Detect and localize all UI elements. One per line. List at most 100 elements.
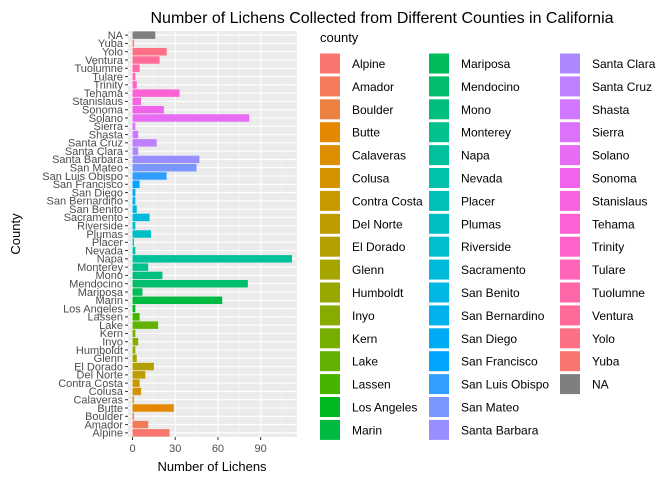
legend-label: Yuba bbox=[592, 355, 620, 369]
legend-swatch bbox=[560, 374, 580, 395]
legend-label: Santa Cruz bbox=[592, 80, 652, 94]
legend-swatch bbox=[429, 213, 449, 234]
bar bbox=[132, 31, 156, 39]
y-tick-label: Kern bbox=[100, 328, 123, 340]
legend-label: Kern bbox=[352, 332, 377, 346]
legend-label: Solano bbox=[592, 149, 630, 163]
legend-label: Ventura bbox=[592, 309, 634, 323]
y-tick-label: Sacramento bbox=[64, 212, 123, 224]
legend-label: San Mateo bbox=[461, 401, 519, 415]
legend-label: Riverside bbox=[461, 240, 511, 254]
legend-swatch bbox=[320, 53, 340, 74]
legend-swatch bbox=[429, 282, 449, 303]
bar bbox=[132, 47, 167, 56]
legend-label: Marin bbox=[352, 423, 382, 437]
legend-swatch bbox=[429, 76, 449, 97]
legend-swatch bbox=[560, 282, 580, 303]
bar bbox=[132, 346, 136, 354]
legend-label: San Bernardino bbox=[461, 309, 545, 323]
legend-label: Amador bbox=[352, 80, 394, 94]
y-tick-label: Humboldt bbox=[76, 345, 123, 357]
legend-item: Placer bbox=[429, 190, 495, 211]
legend-label: Tuolumne bbox=[592, 286, 645, 300]
legend-item: Tehama bbox=[560, 213, 635, 234]
legend-swatch bbox=[320, 259, 340, 280]
legend-item: Sacramento bbox=[429, 259, 526, 280]
legend-item: Solano bbox=[560, 145, 630, 166]
legend-swatch bbox=[429, 259, 449, 280]
bar bbox=[132, 304, 136, 313]
y-tick-label: Lake bbox=[99, 320, 123, 332]
bar bbox=[132, 238, 134, 247]
legend-label: San Diego bbox=[461, 332, 517, 346]
bar bbox=[132, 114, 250, 122]
legend-item: Nevada bbox=[429, 168, 503, 188]
legend-swatch bbox=[560, 351, 580, 372]
y-axis-title: County bbox=[8, 213, 23, 255]
legend-swatch bbox=[320, 236, 340, 257]
bar bbox=[132, 255, 292, 263]
legend-swatch bbox=[560, 122, 580, 143]
legend-item: Trinity bbox=[560, 236, 624, 257]
legend-swatch bbox=[560, 213, 580, 234]
legend-swatch bbox=[320, 328, 340, 349]
y-tick-label: Yolo bbox=[102, 47, 123, 59]
legend-item: NA bbox=[560, 374, 609, 395]
y-tick-label: Glenn bbox=[94, 353, 123, 365]
legend-label: Humboldt bbox=[352, 286, 404, 300]
legend-label: El Dorado bbox=[352, 240, 406, 254]
legend-swatch bbox=[320, 374, 340, 395]
bar bbox=[132, 122, 136, 131]
bar bbox=[132, 296, 223, 305]
bar bbox=[132, 279, 248, 288]
bar bbox=[132, 155, 200, 164]
bar bbox=[132, 429, 170, 437]
legend-label: Tehama bbox=[592, 217, 635, 231]
legend-label: Boulder bbox=[352, 103, 393, 117]
legend-item: Butte bbox=[320, 122, 380, 143]
legend-item: Tulare bbox=[560, 259, 626, 280]
chart-title: Number of Lichens Collected from Differe… bbox=[150, 10, 613, 27]
legend-swatch bbox=[429, 190, 449, 211]
legend-item: Contra Costa bbox=[320, 190, 423, 211]
bar bbox=[132, 81, 137, 89]
legend-swatch bbox=[320, 213, 340, 234]
legend-swatch bbox=[320, 145, 340, 166]
bar bbox=[132, 329, 136, 338]
legend-label: Yolo bbox=[592, 332, 615, 346]
y-tick-label: San Luis Obispo bbox=[42, 171, 123, 183]
legend-swatch bbox=[429, 328, 449, 349]
legend-item: Colusa bbox=[320, 168, 390, 188]
y-tick-label: Los Angeles bbox=[63, 303, 123, 315]
legend-label: Contra Costa bbox=[352, 194, 423, 208]
legend-swatch bbox=[320, 190, 340, 211]
y-tick-label: Boulder bbox=[85, 411, 123, 423]
legend-label: Mono bbox=[461, 103, 491, 117]
legend-label: Calaveras bbox=[352, 149, 406, 163]
legend-item: Ventura bbox=[560, 305, 634, 326]
legend-label: Plumas bbox=[461, 217, 501, 231]
legend-swatch bbox=[320, 397, 340, 417]
legend-swatch bbox=[429, 53, 449, 74]
legend-swatch bbox=[429, 351, 449, 372]
bar bbox=[132, 72, 136, 81]
y-tick-label: Sierra bbox=[94, 121, 124, 133]
y-tick-label: Santa Cruz bbox=[68, 138, 123, 150]
legend-item: Napa bbox=[429, 145, 490, 166]
y-tick-label: Mendocino bbox=[69, 279, 123, 291]
legend: Alpine Amador Boulder Butte Calaveras Colusa C… bbox=[320, 53, 656, 440]
legend-swatch bbox=[560, 99, 580, 120]
bar bbox=[132, 213, 150, 222]
legend-label: Trinity bbox=[592, 240, 624, 254]
bar bbox=[132, 163, 197, 172]
bar bbox=[132, 197, 136, 205]
legend-item: Lake bbox=[320, 351, 378, 372]
y-tick-label: Inyo bbox=[102, 337, 123, 349]
bar bbox=[132, 130, 139, 139]
y-tick-label: Tehama bbox=[84, 88, 124, 100]
legend-label: Monterey bbox=[461, 126, 511, 140]
y-tick-label: Plumas bbox=[86, 229, 123, 241]
y-tick-label: Tuolumne bbox=[74, 63, 123, 75]
legend-item: Santa Barbara bbox=[429, 419, 539, 440]
